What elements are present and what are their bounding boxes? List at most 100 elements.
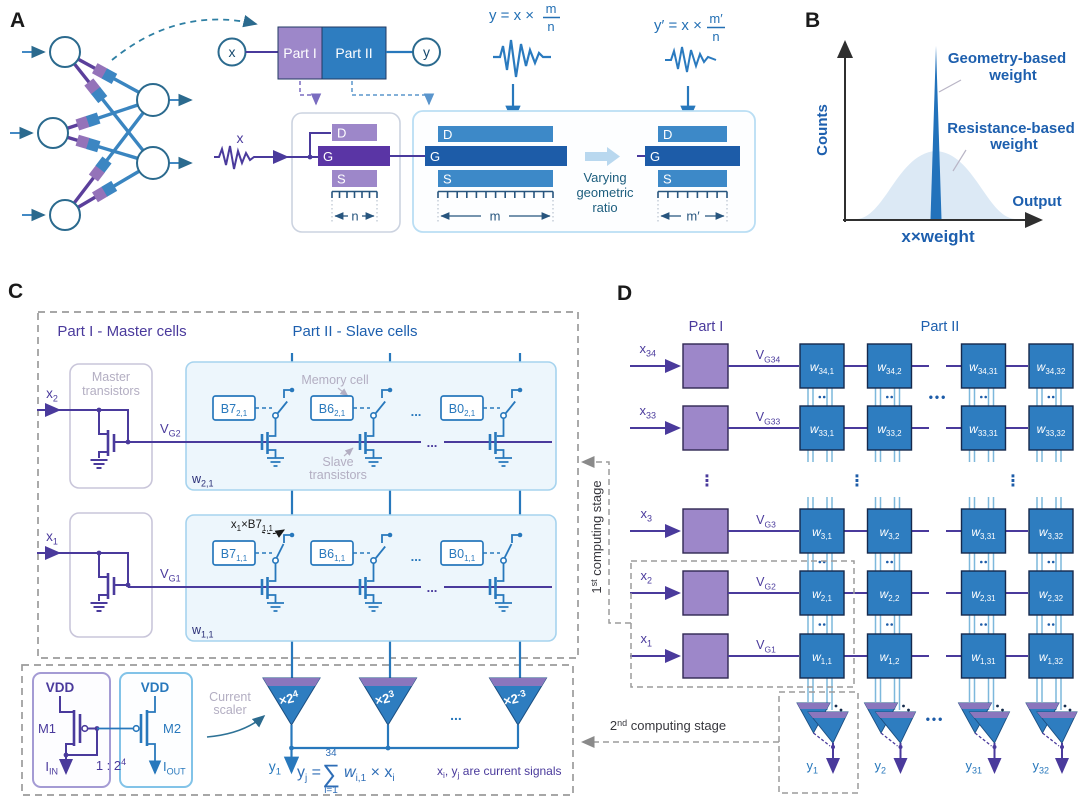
d-row-3: x3 VG3 w3,1 w3,2 w3,31 w3,32 <box>630 506 1074 554</box>
vdd-m2-label: VDD <box>141 680 170 695</box>
y-node-label: y <box>423 44 430 60</box>
slave2-d-label: D <box>663 127 672 142</box>
panel-c: C Part I - Master cells Part II - Slave … <box>8 280 579 796</box>
stage2-dashed-box <box>21 664 574 796</box>
resistance-weight-label2: weight <box>989 136 1038 153</box>
slave-wide-transistor: D G S m <box>425 126 567 224</box>
d-scaler-col2: y2 <box>863 702 917 776</box>
master-cell-box-row1 <box>69 512 153 638</box>
formula2-lhs: y′ = x × <box>654 17 702 34</box>
mac-formula: yj = ∑ 34 i=1 wi,1 × xi <box>297 748 395 796</box>
geo-pointer-line <box>938 79 962 93</box>
d-hdots-bottom: ••• <box>926 712 945 726</box>
x-waveform <box>214 145 258 170</box>
iout-label: IOUT <box>163 759 186 777</box>
d-x2-label: x2 <box>640 568 652 586</box>
cell-b6-21: B62,1 <box>319 402 346 418</box>
w-34-31: w34,31 <box>969 360 998 376</box>
part1-indicator-dashed <box>299 81 322 106</box>
d-bit-lines <box>807 388 1062 710</box>
d-row-34: x34 VG34 w34,1 w34,2 w34,31 w34,32 <box>630 341 1074 389</box>
formula1-den: n <box>547 19 554 34</box>
master-cell-box-row2 <box>69 363 153 489</box>
m2-box <box>119 672 193 788</box>
d-rows: x34 VG34 w34,1 w34,2 w34,31 w34,32 x33 V… <box>630 341 1074 679</box>
master-d-label: D <box>337 126 346 141</box>
d-bit-line-dots <box>818 395 1055 626</box>
scaler-triangles: ×24 ×23 ... ×2-3 y1 <box>262 677 548 778</box>
w-2-1: w2,1 <box>812 587 832 603</box>
waveform2 <box>665 46 717 73</box>
formula1-lhs: y = x × <box>489 7 534 24</box>
w-34-2: w34,2 <box>877 360 902 376</box>
x2-label: x2 <box>46 386 58 404</box>
slave-g-label: G <box>430 149 440 164</box>
d-row-33: x33 VG33 w33,1 w33,2 w33,31 w33,32 <box>630 403 1074 451</box>
y-node-circle <box>412 37 441 67</box>
slave2-s-label: S <box>663 172 672 187</box>
slave-transistors-label1: Slave <box>322 455 353 469</box>
cell-b7-21: B72,1 <box>221 402 248 418</box>
res-pointer-line <box>952 149 967 172</box>
part1-label: Part I <box>283 45 316 61</box>
cell-b0-21: B02,1 <box>449 402 476 418</box>
w-1-31: w1,31 <box>971 650 996 666</box>
formula-lhs: yj = <box>297 764 321 784</box>
w-1-32: w1,32 <box>1039 650 1064 666</box>
d-part2-header: Part II <box>921 319 960 335</box>
formula-y-eq-xmn: y = x × m n <box>489 1 560 124</box>
panel-c-label: C <box>8 280 23 303</box>
current-mirror: VDD VDD M1 IIN M2 IOUT 1 : 24 <box>32 672 193 788</box>
y1-d-label: y1 <box>806 758 818 776</box>
panel-a: A <box>10 1 756 233</box>
d-part1-header: Part I <box>689 319 724 335</box>
formula2-num: m′ <box>709 11 723 26</box>
panel-d-label: D <box>617 282 632 305</box>
m1-box <box>32 672 111 788</box>
stage1-connector <box>581 456 631 624</box>
panel-b: B Counts Geometry-based weight Resistanc… <box>805 9 1075 246</box>
d-scaler-col1: y1 <box>796 702 849 776</box>
w-34-1: w34,1 <box>810 360 835 376</box>
stage2-label: 2nd computing stage <box>610 718 726 733</box>
w21-cell-box <box>185 361 557 491</box>
d-stage1-region-box <box>630 560 855 688</box>
w21-label: w2,1 <box>191 472 214 489</box>
panel-b-label: B <box>805 9 820 32</box>
master-transistor-bars: D G S n <box>318 124 390 224</box>
part1-master-cells-header: Part I - Master cells <box>57 323 186 340</box>
d-x1-label: x1 <box>640 631 652 649</box>
row1-cells-ellipsis: ... <box>411 549 422 564</box>
d-scaler-col31: y31 <box>957 702 1011 776</box>
dim-m-label: m <box>490 209 501 224</box>
w-33-2: w33,2 <box>877 422 902 438</box>
current-scaler-callout: Current scaler <box>206 690 266 738</box>
w-1-1: w1,1 <box>812 650 832 666</box>
mirror-ratio-label: 1 : 24 <box>96 757 126 773</box>
geometry-weight-label1: Geometry-based <box>948 50 1066 67</box>
w-2-32: w2,32 <box>1039 587 1064 603</box>
x1b7-annotation-arrow <box>261 529 286 538</box>
x34-label: x34 <box>639 341 656 359</box>
master-transistors-label1: Master <box>92 370 130 384</box>
cell-b0-11: B01,1 <box>449 547 476 563</box>
x-node-label: x <box>229 44 236 60</box>
vg33-label: VG33 <box>756 410 781 427</box>
y1-output-label: y1 <box>269 758 281 778</box>
d-output-scalers: y1 y2 ••• y31 y32 <box>796 702 1078 776</box>
part2-box <box>321 26 387 80</box>
w-33-31: w33,31 <box>969 422 998 438</box>
iin-label: IIN <box>45 759 58 777</box>
scaler-x2p3-label: ×23 <box>373 688 396 708</box>
x1b7-annotation: x1×B71,1 <box>231 519 274 533</box>
w-33-32: w33,32 <box>1037 422 1066 438</box>
formula2-den: n <box>712 29 719 44</box>
w-34-32: w34,32 <box>1037 360 1066 376</box>
varying-line3: ratio <box>592 200 617 215</box>
d-scaler-col32: y32 <box>1025 702 1078 776</box>
part2-label: Part II <box>335 45 372 61</box>
scaler-x2m3-label: ×2-3 <box>502 688 528 709</box>
dim-n-label: n <box>351 209 358 224</box>
m1-label: M1 <box>38 721 56 736</box>
row-x2: Master transistors x2 VG2 w2,1 Memory ce… <box>37 361 557 491</box>
